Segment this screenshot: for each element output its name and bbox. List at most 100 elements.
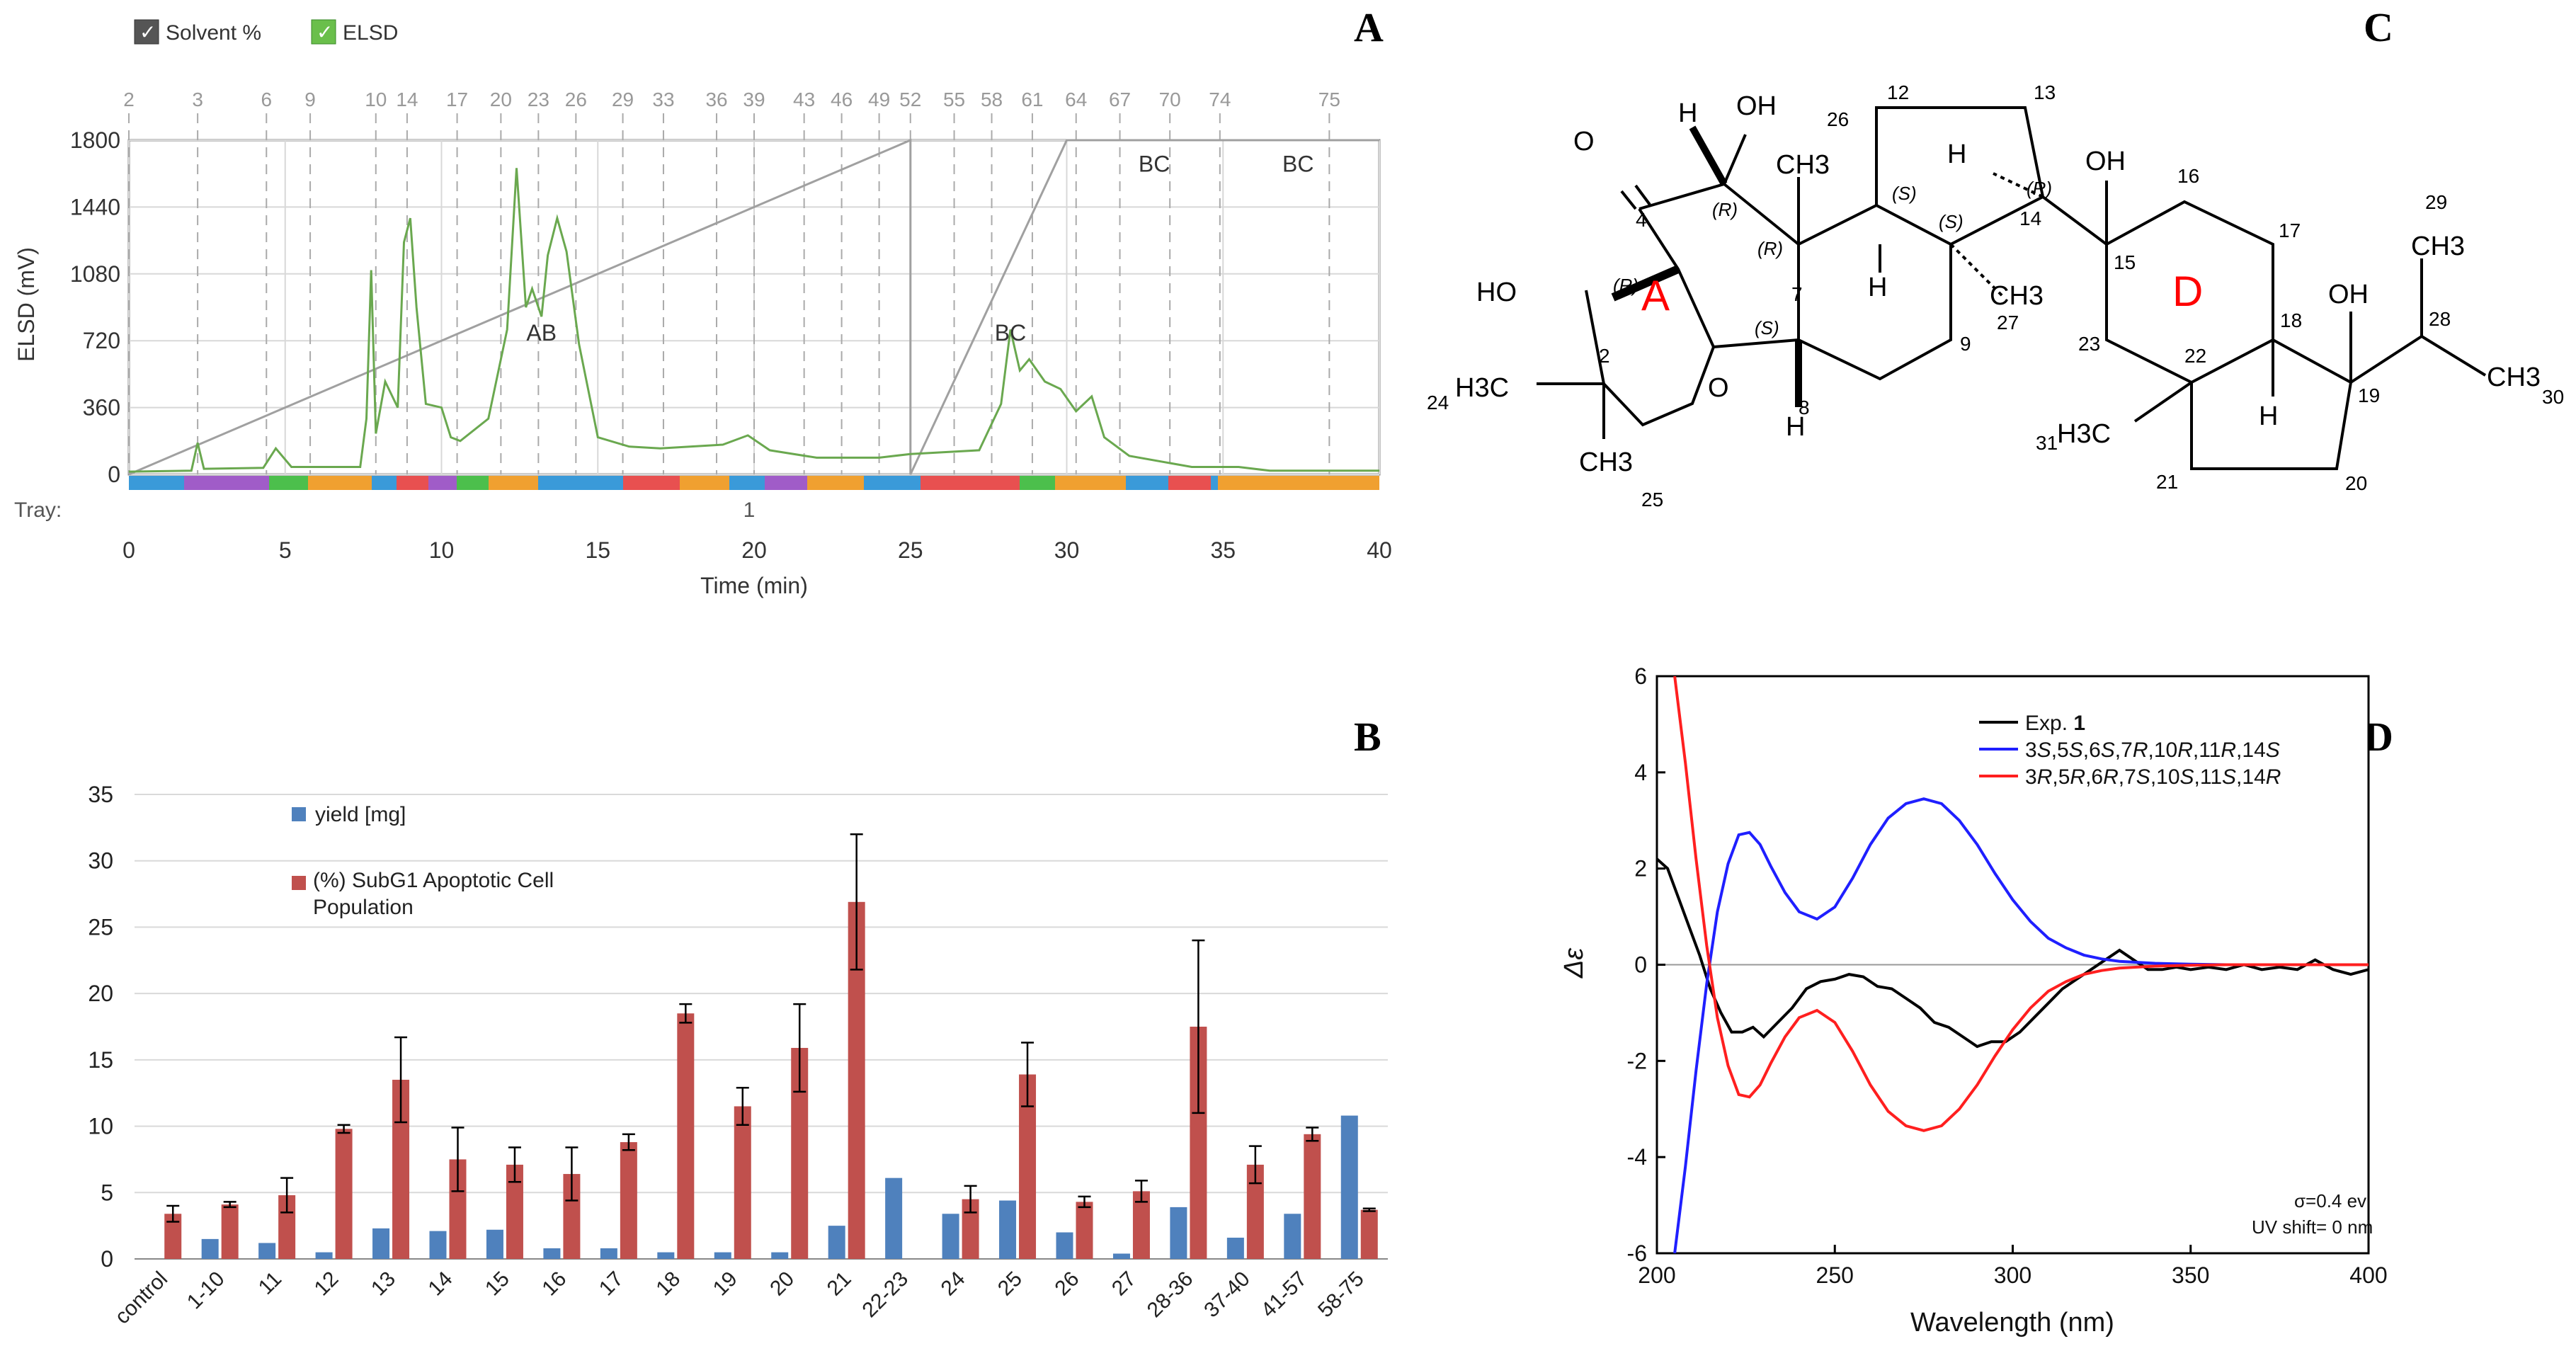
subg1-bar	[677, 1013, 695, 1259]
atom-number: 8	[1799, 397, 1810, 418]
legend-elsd[interactable]: ✓ ELSD	[311, 19, 398, 45]
fraction-label: 10	[365, 89, 387, 110]
yield-bar	[315, 1252, 333, 1259]
atom-number: 17	[2279, 219, 2301, 241]
x-tick-label: 40	[1367, 537, 1392, 563]
yield-bar	[999, 1200, 1017, 1259]
tray-segment	[308, 476, 372, 490]
legend-exp-label: Exp. 1	[2025, 712, 2085, 735]
fraction-label: 52	[899, 89, 921, 110]
tray-segment	[184, 476, 269, 490]
y-tick-label: 1440	[70, 194, 120, 219]
tray-segment	[807, 476, 864, 490]
atom-number: 25	[1641, 489, 1663, 511]
fraction-label: 64	[1065, 89, 1087, 110]
chromatogram-panel: ✓ Solvent % ✓ ELSD 2 3 6 9 10 14 17 20 23 26 29 33 3…	[13, 19, 1392, 598]
atom-number: 21	[2156, 471, 2178, 493]
atom-number: 4	[1636, 209, 1647, 231]
legend-solvent[interactable]: ✓ Solvent %	[134, 19, 261, 45]
y-tick-label: 0	[108, 462, 120, 487]
fraction-label: 36	[705, 89, 727, 110]
atom-number: 16	[2177, 165, 2199, 187]
chemical-structure: O OH H HO H3C CH3 CH3 O H H H CH3 OH OH …	[1427, 81, 2564, 511]
atom-label: H	[1786, 412, 1805, 442]
atom-number: 14	[2019, 207, 2041, 229]
tray-segment	[1168, 476, 1211, 490]
y-tick-label: 0	[1634, 952, 1647, 978]
atom-number: 29	[2425, 191, 2447, 213]
y-tick-label: 35	[88, 782, 113, 807]
x-tick-label: control	[110, 1267, 172, 1329]
tray-segment	[765, 476, 807, 490]
y-tick-label: 360	[83, 395, 120, 421]
yield-bar	[657, 1252, 675, 1259]
x-tick-label: 10	[429, 537, 455, 563]
tray-label: Tray:	[14, 498, 62, 522]
y-tick-label: -6	[1627, 1241, 1647, 1266]
atom-label: CH3	[1776, 150, 1830, 180]
tray-segment	[538, 476, 623, 490]
tray-segment	[921, 476, 1020, 490]
region-label: AB	[526, 320, 557, 346]
fraction-label: 26	[565, 89, 587, 110]
legend-elsd-label: ELSD	[343, 21, 398, 45]
fraction-label: 2	[123, 89, 135, 110]
stereo-label: (R)	[2027, 178, 2052, 199]
panel-label-c: C	[2364, 4, 2393, 50]
x-tick-label: 21	[823, 1267, 856, 1301]
legend: yield [mg] (%) SubG1 Apoptotic Cell Popu…	[292, 803, 554, 919]
fraction-label: 43	[793, 89, 815, 110]
yield-bar	[429, 1231, 447, 1259]
y-tick-label: 20	[88, 981, 113, 1006]
check-icon: ✓	[139, 21, 156, 43]
x-tick-label: 25	[898, 537, 923, 563]
atom-number: 23	[2078, 333, 2100, 355]
fraction-label: 23	[528, 89, 549, 110]
y-tick-label: -4	[1627, 1144, 1647, 1170]
atom-number: 26	[1827, 108, 1849, 130]
atom-number: 12	[1887, 81, 1909, 103]
legend-subg1: (%) SubG1 Apoptotic Cell Population	[313, 869, 554, 919]
yield-bar	[714, 1252, 731, 1259]
yield-bar	[372, 1228, 390, 1259]
legend-yield-label: yield [mg]	[315, 803, 406, 826]
x-tick-label: 58-75	[1313, 1267, 1369, 1323]
fraction-label: 74	[1209, 89, 1231, 110]
panel-label-b: B	[1354, 714, 1381, 760]
elsd-trace	[128, 168, 1379, 473]
x-axis-title: Time (min)	[700, 573, 808, 598]
legend-blue-label: 3S,5S,6S,7R,10R,11R,14S	[2025, 738, 2280, 762]
x-tick-label: 400	[2349, 1262, 2387, 1288]
atom-number: 22	[2184, 345, 2206, 367]
legend-solvent-label: Solvent %	[166, 21, 261, 45]
yield-bar	[1226, 1238, 1244, 1259]
x-tick-label: 37-40	[1199, 1267, 1255, 1323]
fraction-label: 61	[1021, 89, 1043, 110]
fraction-label: 29	[612, 89, 634, 110]
y-tick-label: 25	[88, 914, 113, 940]
checkbox-elsd[interactable]	[311, 19, 336, 45]
panel-label-a: A	[1354, 4, 1384, 50]
tray-value: 1	[743, 498, 756, 522]
y-tick-label: 6	[1634, 663, 1647, 689]
tray-segment	[457, 476, 489, 490]
checkbox-solvent[interactable]	[134, 19, 159, 45]
x-tick-label: 19	[709, 1267, 742, 1301]
bar-chart-panel: 0 5 10 15 20 25 30 35 control 1-10 11 12 13 14 15 16 17 1…	[88, 782, 1388, 1329]
y-tick-label: 30	[88, 848, 113, 874]
yield-bar	[1170, 1207, 1187, 1259]
fraction-label: 14	[396, 89, 418, 110]
y-tick-label: 1800	[70, 127, 120, 153]
fraction-label: 9	[304, 89, 316, 110]
atom-number: 20	[2345, 472, 2367, 494]
y-axis-title: Δε	[1559, 947, 1589, 979]
fraction-label: 20	[490, 89, 512, 110]
yield-bar	[1056, 1232, 1073, 1259]
atom-label: HO	[1476, 278, 1517, 307]
atom-label: CH3	[1579, 447, 1633, 477]
sigma-annotation: σ=0.4 ev	[2294, 1190, 2366, 1211]
fraction-label: 3	[192, 89, 203, 110]
atom-label: O	[1708, 373, 1729, 403]
yield-bar	[486, 1229, 503, 1259]
x-tick-label: 28-36	[1143, 1267, 1198, 1323]
